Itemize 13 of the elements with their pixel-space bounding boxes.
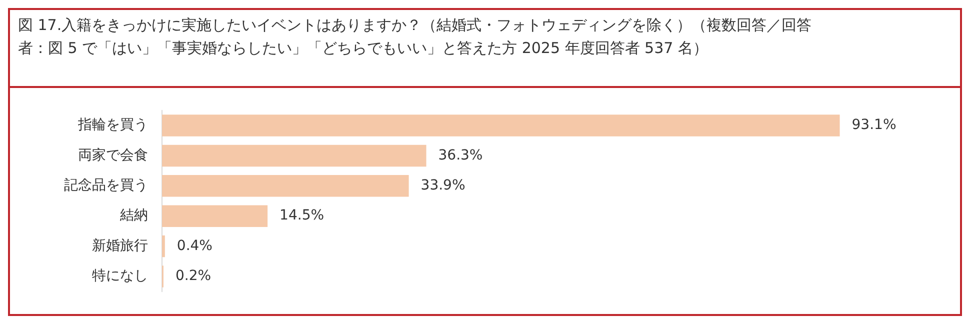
data-label: 14.5% [280, 208, 324, 224]
y-tick-label: 結納 [119, 208, 148, 224]
y-tick-label: 特になし [92, 268, 148, 284]
y-tick-label: 指輪を買う [77, 117, 148, 134]
data-label: 36.3% [438, 147, 483, 164]
y-tick-label: 新婚旅行 [92, 238, 148, 254]
data-label: 33.9% [420, 178, 466, 194]
chart-title: 図 17.入籍をきっかけに実施したいイベントはありますか？（結婚式・フォトウェディングを除く）（複数回答／回答者：図 5 で「はい」「事実婚ならしたい」「どちらでもいい」と答えた方 2025 年度回答者 537 名） [18, 15, 813, 59]
y-tick-label: 両家で会食 [78, 147, 148, 164]
y-tick-label: 記念品を買う [64, 178, 148, 194]
data-label: 93.1% [852, 117, 896, 134]
data-label: 0.4% [176, 238, 212, 254]
data-label: 0.2% [175, 268, 212, 284]
